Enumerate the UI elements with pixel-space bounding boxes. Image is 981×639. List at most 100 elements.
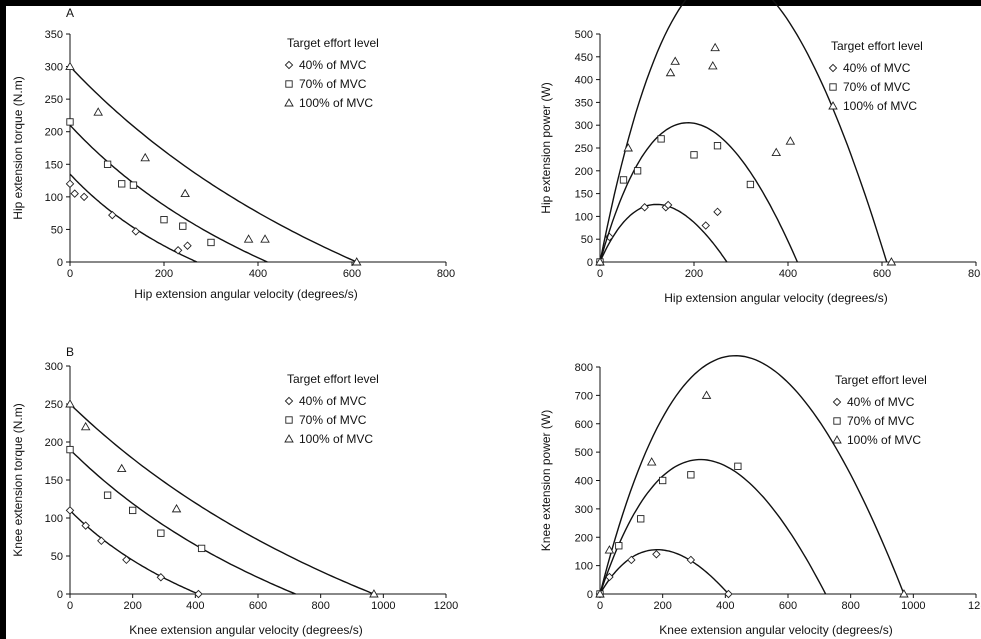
legend-marker-diamond (828, 63, 838, 73)
y-tick-label: 600 (575, 419, 593, 431)
x-tick-label: 400 (186, 600, 204, 612)
legend-title: Target effort level (831, 39, 923, 53)
data-point-triangle (886, 257, 897, 266)
panel-label: A (66, 6, 74, 20)
data-point-triangle (369, 589, 379, 598)
fit-curve-diamond (69, 509, 199, 595)
data-point-triangle (243, 234, 254, 243)
y-tick-label: 0 (587, 589, 593, 601)
data-point-square (129, 181, 138, 189)
data-point-square (713, 142, 722, 150)
data-point-diamond (131, 227, 141, 236)
data-point-triangle (710, 42, 720, 52)
data-point-diamond (65, 506, 75, 515)
y-tick-label: 200 (575, 166, 593, 178)
x-tick-label: 1000 (901, 600, 925, 612)
legend-marker-square (285, 80, 293, 88)
y-tick-label: 150 (575, 189, 593, 201)
data-point-square (690, 151, 698, 159)
data-point-square (129, 506, 137, 515)
y-tick-label: 100 (45, 192, 63, 204)
x-tick-label: 600 (343, 268, 361, 280)
y-tick-label: 350 (45, 29, 63, 41)
legend-marker-triangle (284, 98, 294, 107)
data-point-triangle (623, 143, 633, 152)
y-axis-label: Knee extension power (W) (539, 410, 553, 551)
data-point-triangle (701, 390, 712, 399)
figure-left-border (0, 0, 6, 639)
data-point-diamond (70, 189, 79, 198)
data-point-triangle (785, 136, 796, 145)
y-tick-label: 250 (575, 143, 593, 155)
x-tick-label: 200 (155, 268, 173, 280)
y-tick-label: 0 (57, 589, 63, 601)
data-point-triangle (351, 257, 362, 266)
y-tick-label: 500 (575, 29, 593, 41)
data-point-square (619, 176, 628, 184)
data-point-diamond (108, 210, 117, 220)
x-tick-label: 80( (968, 268, 981, 280)
data-point-triangle (595, 257, 605, 266)
y-tick-label: 700 (575, 390, 593, 402)
legend-marker-diamond (284, 396, 294, 406)
fit-curve-square (69, 449, 296, 595)
y-tick-label: 100 (45, 513, 63, 525)
legend-title: Target effort level (287, 36, 379, 50)
data-point-triangle (180, 188, 190, 198)
data-point-square (103, 160, 112, 168)
x-tick-label: 600 (249, 600, 267, 612)
x-tick-label: 800 (841, 600, 859, 612)
data-point-square (66, 118, 74, 126)
data-point-square (746, 180, 755, 189)
y-tick-label: 500 (575, 447, 593, 459)
fit-curve-triangle (599, 354, 905, 595)
data-point-square (659, 476, 667, 485)
x-axis-label: Knee extension angular velocity (degrees… (659, 623, 892, 637)
data-point-diamond (194, 589, 203, 599)
data-point-diamond (686, 555, 696, 565)
x-tick-label: 0 (597, 600, 603, 612)
x-tick-label: 1200 (434, 600, 458, 612)
data-point-diamond (156, 573, 166, 582)
x-tick-label: 800 (311, 600, 329, 612)
data-point-triangle (65, 399, 75, 408)
data-point-diamond (652, 550, 661, 559)
chart-A-left: 0 50 100 150 200 250 300 350 0 200 400 600 800 Hip ex… (11, 6, 455, 301)
x-tick-label: 0 (67, 600, 73, 612)
legend-item-label: 100% of MVC (843, 99, 917, 113)
legend: Target effort level 40% of MVC 70% of MVC 1… (832, 373, 927, 447)
data-point-triangle (595, 589, 605, 598)
chart-B-right: 0 100 200 300 400 500 600 700 800 0 200 400 600 800 10… (539, 354, 981, 637)
data-point-triangle (899, 589, 909, 598)
panel-label: B (66, 345, 74, 359)
y-tick-label: 200 (45, 437, 63, 449)
data-point-triangle (171, 503, 182, 513)
x-tick-label: 600 (873, 268, 891, 280)
x-tick-label: 400 (249, 268, 267, 280)
data-point-triangle (646, 457, 657, 466)
data-point-square (687, 471, 695, 479)
y-tick-label: 300 (45, 361, 63, 373)
legend: Target effort level 40% of MVC 70% of MVC 1… (828, 39, 923, 113)
x-tick-label: 600 (779, 600, 797, 612)
chart-A-right: 0 50 100 150 200 250 300 350 400 450 500 0 200 400 600… (539, 0, 981, 305)
x-axis-label: Knee extension angular velocity (degrees… (129, 623, 362, 637)
y-tick-label: 150 (45, 159, 63, 171)
legend-item-label: 70% of MVC (299, 77, 367, 91)
y-tick-label: 50 (51, 224, 63, 236)
legend-marker-diamond (284, 60, 294, 70)
fit-curve-square (599, 121, 799, 263)
legend-marker-triangle (828, 101, 838, 110)
x-axis-label: Hip extension angular velocity (degrees/… (134, 287, 357, 301)
legend-item-label: 70% of MVC (299, 413, 367, 427)
data-point-triangle (670, 56, 680, 65)
data-point-square (66, 445, 74, 454)
data-point-diamond (663, 200, 673, 210)
data-point-triangle (140, 152, 150, 162)
data-point-square (637, 515, 645, 523)
fit-curve-square (69, 124, 268, 263)
data-point-diamond (701, 221, 710, 230)
y-tick-label: 50 (51, 551, 63, 563)
data-point-diamond (79, 192, 89, 202)
fit-curve-triangle (69, 403, 375, 595)
